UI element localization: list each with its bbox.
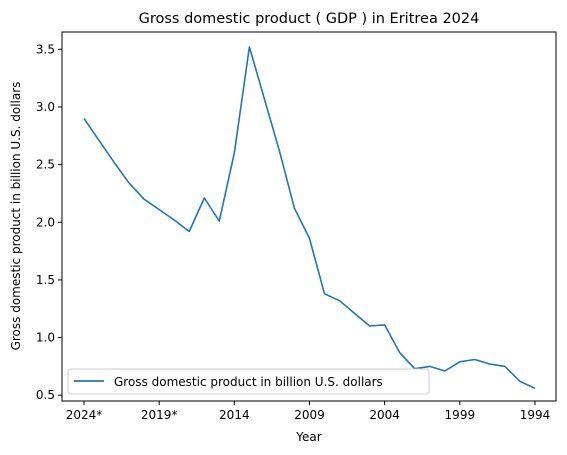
x-tick-label: 2014 [219,408,250,422]
y-axis-label: Gross domestic product in billion U.S. d… [9,82,23,351]
y-tick-label: 3.0 [36,100,55,114]
y-tick-label: 1.0 [36,331,55,345]
x-tick-label: 2019* [141,408,178,422]
legend-series-label: Gross domestic product in billion U.S. d… [114,375,383,389]
x-tick-label: 1994 [520,408,551,422]
legend: Gross domestic product in billion U.S. d… [67,368,430,395]
y-tick-label: 1.5 [36,273,55,287]
chart-title: Gross domestic product ( GDP ) in Eritre… [139,11,480,27]
x-tick-label: 2009 [294,408,325,422]
x-tick-label: 2004 [369,408,400,422]
legend-box [67,368,430,395]
y-axis: 0.5 1.0 1.5 2.0 2.5 3.0 3.5 [36,42,62,402]
x-axis-label: Year [295,430,321,444]
series-line [83,46,536,390]
y-tick-label: 3.5 [36,42,55,56]
y-tick-label: 2.0 [36,215,55,229]
y-tick-label: 2.5 [36,158,55,172]
x-axis: 2024* 2019* 2014 2009 2004 1999 1994 [66,401,551,422]
plot-frame [61,31,557,402]
plot-area [83,46,536,390]
x-tick-label: 1999 [445,408,476,422]
y-tick-label: 0.5 [36,388,55,402]
x-tick-label: 2024* [66,408,103,422]
